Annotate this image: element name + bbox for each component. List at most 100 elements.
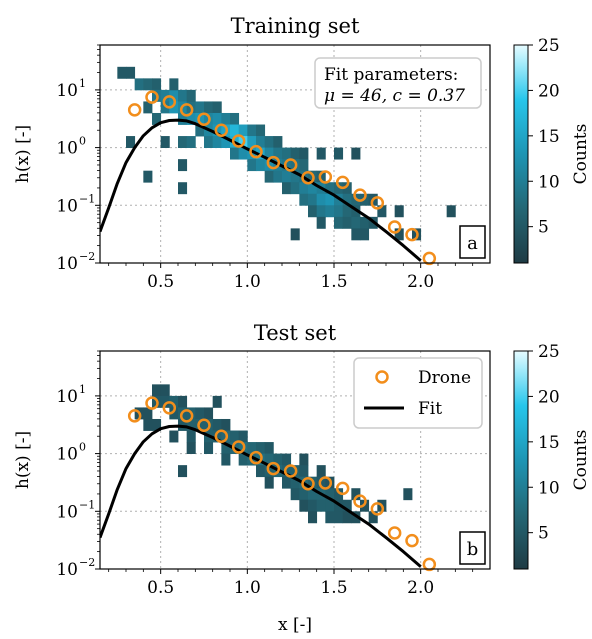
heatmap-cell [186, 136, 196, 148]
heatmap-cell [264, 147, 274, 160]
heatmap-cell [334, 488, 344, 501]
heatmap-cell [238, 124, 248, 137]
heatmap-cell [238, 147, 248, 160]
heatmap-cell [282, 159, 292, 172]
panel-tag-label: a [467, 233, 478, 254]
heatmap-cell [143, 170, 153, 183]
heatmap-cell [273, 147, 283, 160]
heatmap-cell [186, 442, 196, 454]
colorbar-label: Counts [571, 124, 591, 185]
heatmap-cell [195, 101, 205, 114]
heatmap-cell [204, 442, 214, 454]
heatmap-cell [264, 453, 274, 466]
drone-point [162, 95, 177, 109]
drone-points [127, 90, 437, 266]
y-tick-label: 10 [56, 196, 78, 216]
heatmap-cell [299, 159, 309, 172]
y-tick-exponent: 1 [79, 77, 86, 90]
x-tick-label: 1.5 [320, 578, 347, 598]
drone-point [145, 90, 159, 104]
drone-points [127, 396, 437, 572]
heatmap-cell [299, 453, 309, 466]
y-tick-exponent: 0 [79, 441, 86, 454]
heatmap-cell [299, 193, 309, 206]
legend: Drone Fit [353, 357, 483, 429]
heatmap-cell [342, 205, 352, 218]
y-tick-exponent: 0 [79, 135, 86, 148]
y-tick-exponent: −1 [79, 498, 95, 511]
drone-point [405, 533, 419, 548]
drone-point [127, 409, 142, 423]
heatmap-cell [316, 147, 326, 160]
heatmap-cell [342, 511, 352, 524]
heatmap-cell [247, 442, 257, 454]
heatmap-cell [290, 228, 300, 241]
heatmap-cell [221, 418, 231, 431]
colorbar-test: 5 10 15 20 25 Counts [513, 342, 591, 570]
heatmap-cell [342, 216, 352, 229]
colorbar-ticks: 5 10 15 20 25 [528, 342, 560, 544]
y-tick-label: 10 [56, 81, 78, 101]
drone-point [353, 494, 367, 508]
drone-point [231, 134, 246, 148]
heatmap-cell [204, 136, 214, 148]
y-tick-label: 10 [56, 502, 78, 522]
heatmap-cell [186, 430, 196, 443]
heatmap-cell [290, 488, 300, 501]
heatmap-cell [325, 205, 335, 218]
heatmap-cell [212, 136, 222, 148]
drone-point [249, 144, 263, 159]
legend-fit-label: Fit [418, 399, 442, 419]
heatmap-cell [299, 182, 309, 195]
annotation-line2: μ = 46, c = 0.37 [324, 86, 465, 106]
panel-title: Test set [254, 321, 337, 345]
annotation-frame [314, 57, 482, 109]
heatmap-cell [334, 511, 344, 524]
x-tick-label: 0.5 [147, 272, 174, 292]
heatmap-cell [169, 89, 179, 102]
heatmap-cell [316, 465, 326, 478]
x-tick-label: 1.5 [320, 272, 347, 292]
x-tick-label: 1.0 [234, 272, 261, 292]
panel-title: Training set [231, 14, 360, 38]
heatmap-cell [160, 101, 170, 114]
heatmap-cell [351, 228, 361, 241]
heatmap-cell [334, 147, 344, 160]
heatmap-cell [160, 395, 170, 408]
colorbar-tick-label: 5 [538, 218, 549, 238]
heatmap-cell [368, 511, 378, 524]
heatmap-cell [316, 170, 326, 183]
heatmap-cell [264, 476, 274, 489]
heatmap-cell [308, 182, 318, 195]
drone-point [301, 477, 315, 491]
heatmap-cell [351, 216, 361, 229]
legend-drone-marker [375, 370, 389, 384]
heatmap-cell [186, 418, 196, 431]
heatmap-cell [238, 430, 248, 443]
x-axis-ticks: 0.5 1.0 1.5 2.0 [108, 569, 474, 598]
heatmap-cell [308, 488, 318, 501]
heatmap-cell [316, 476, 326, 489]
heatmap-cell [334, 182, 344, 195]
heatmap-cell [126, 136, 136, 148]
drone-point [422, 251, 437, 266]
x-tick-label: 2.0 [407, 272, 434, 292]
heatmap-cell [152, 418, 162, 431]
heatmap-cell [247, 124, 257, 137]
drone-point [197, 112, 211, 126]
legend-drone-label: Drone [418, 368, 471, 388]
heatmap-cell [212, 112, 222, 125]
drone-point [179, 409, 194, 423]
heatmap-cell [178, 136, 188, 148]
heatmap-cell [221, 112, 231, 125]
colorbar-tick-label: 20 [538, 81, 560, 101]
heatmap-cell [351, 488, 361, 501]
drone-point [405, 227, 419, 242]
heatmap-cell [230, 112, 240, 125]
heatmap-cell [290, 182, 300, 195]
heatmap-cell [256, 159, 266, 172]
heatmap-cell [143, 418, 153, 431]
